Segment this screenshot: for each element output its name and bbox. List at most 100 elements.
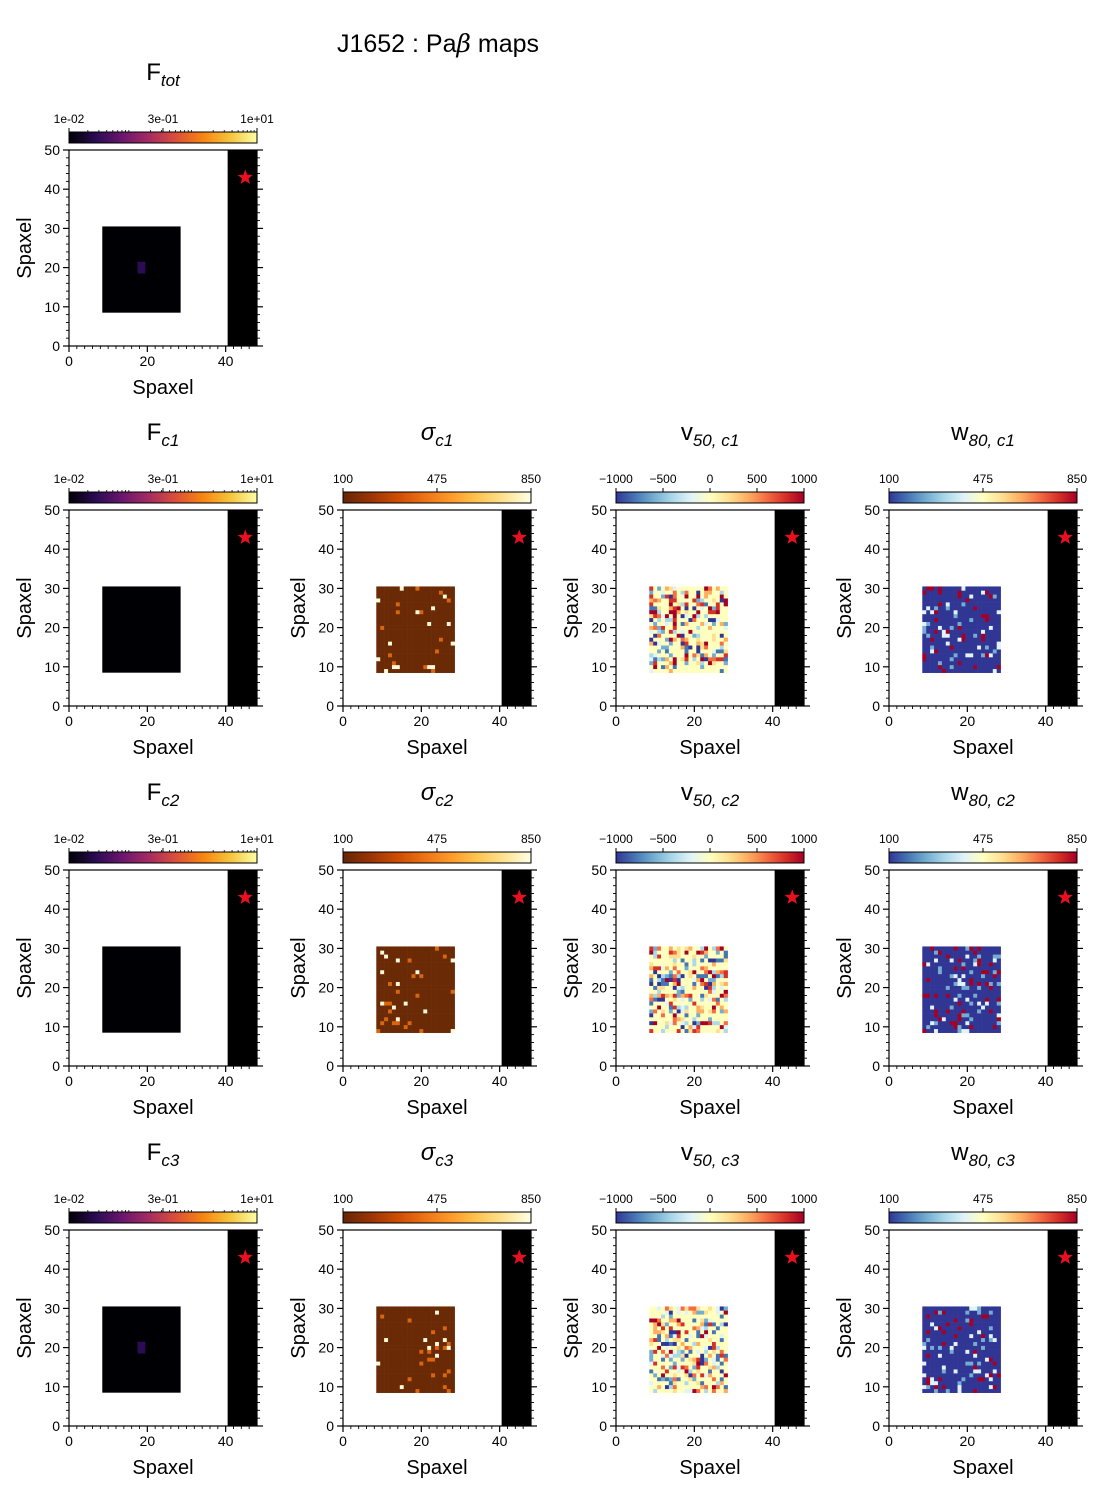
map-pixel xyxy=(969,668,974,673)
map-pixel xyxy=(676,1329,681,1335)
map-pixel xyxy=(419,594,424,599)
y-tick-label: 50 xyxy=(864,502,880,518)
map-pixel xyxy=(700,1314,705,1319)
map-pixel xyxy=(973,946,978,951)
map-pixel xyxy=(435,1009,440,1014)
map-pixel xyxy=(446,617,452,623)
map-pixel xyxy=(380,1365,385,1370)
map-pixel xyxy=(431,657,436,662)
map-pixel xyxy=(388,653,393,658)
map-pixel xyxy=(992,946,998,951)
map-pixel xyxy=(415,621,420,626)
map-pixel xyxy=(407,1322,412,1327)
map-pixel xyxy=(446,641,452,646)
panel-title: Fc3 xyxy=(147,1139,180,1170)
y-tick-label: 10 xyxy=(44,299,60,315)
map-pixel xyxy=(969,657,974,662)
map-pixel xyxy=(680,1349,685,1354)
map-pixel xyxy=(700,637,705,642)
map-pixel xyxy=(969,993,974,998)
map-pixel xyxy=(922,594,927,599)
map-pixel xyxy=(992,1009,998,1014)
map-pixel xyxy=(922,645,927,650)
map-pixel xyxy=(661,1341,666,1346)
y-tick-label: 0 xyxy=(872,1058,880,1074)
x-axis-label: Spaxel xyxy=(679,1097,740,1119)
map-pixel xyxy=(438,1310,444,1315)
map-pixel xyxy=(953,649,958,654)
map-pixel xyxy=(961,668,966,673)
map-pixel xyxy=(384,637,389,642)
map-pixel xyxy=(973,613,978,619)
map-pixel xyxy=(435,590,440,595)
map-pixel xyxy=(427,602,432,607)
map-pixel xyxy=(450,958,455,963)
map-pixel xyxy=(376,1329,381,1335)
map-pixel xyxy=(403,969,408,975)
map-pixel xyxy=(399,958,405,963)
map-pixel xyxy=(450,649,455,654)
map-pixel xyxy=(934,668,939,673)
colorbar-tick-label: 850 xyxy=(1067,472,1087,486)
map-pixel xyxy=(431,621,436,626)
map-pixel xyxy=(661,1373,666,1378)
star-marker xyxy=(237,889,253,904)
map-pixel xyxy=(376,973,381,979)
map-pixel xyxy=(984,969,990,975)
map-pixel xyxy=(384,594,389,599)
map-pixel xyxy=(696,617,701,623)
map-pixel xyxy=(664,664,670,670)
map-pixel xyxy=(957,613,962,619)
map-pixel xyxy=(984,629,990,634)
map-pixel xyxy=(391,653,397,658)
map-pixel xyxy=(708,954,713,959)
map-pixel xyxy=(442,993,448,998)
map-pixel xyxy=(930,664,935,670)
map-pixel xyxy=(672,602,678,607)
map-pixel xyxy=(435,946,440,951)
map-pixel xyxy=(446,649,452,654)
map-pixel xyxy=(431,1310,436,1315)
map-pixel xyxy=(380,1384,385,1390)
map-pixel xyxy=(937,969,943,975)
map-pixel xyxy=(949,993,954,998)
map-pixel xyxy=(450,1373,455,1378)
map-pixel xyxy=(657,1017,662,1022)
map-pixel xyxy=(688,609,693,615)
map-pixel xyxy=(965,668,970,673)
map-pixel xyxy=(692,609,697,615)
map-pixel xyxy=(431,606,436,611)
map-pixel xyxy=(945,1009,951,1014)
map-pixel xyxy=(969,1001,974,1006)
map-pixel xyxy=(711,629,717,634)
map-pixel xyxy=(953,613,958,619)
map-pixel xyxy=(415,1337,420,1343)
panel-title: v50, c1 xyxy=(681,419,739,450)
y-tick-label: 40 xyxy=(318,1261,334,1277)
map-pixel xyxy=(442,977,448,983)
map-pixel xyxy=(403,1028,408,1033)
map-pixel xyxy=(930,660,935,666)
map-pixel xyxy=(649,1024,654,1030)
map-pixel xyxy=(450,1365,455,1370)
y-tick-label: 0 xyxy=(52,698,60,714)
map-pixel xyxy=(696,1384,701,1390)
map-pixel xyxy=(981,1024,986,1030)
x-tick-label: 0 xyxy=(339,713,347,729)
map-pixel xyxy=(996,950,1001,955)
map-pixel xyxy=(419,1318,424,1323)
map-pixel xyxy=(926,989,931,994)
map-pixel xyxy=(423,625,428,630)
map-pixel xyxy=(391,1353,397,1358)
map-pixel xyxy=(708,1341,713,1346)
map-pixel xyxy=(941,653,947,658)
map-pixel xyxy=(708,1361,713,1366)
map-pixel xyxy=(715,1024,721,1030)
x-tick-label: 20 xyxy=(960,713,976,729)
map-pixel xyxy=(423,621,428,626)
map-pixel xyxy=(384,609,389,615)
map-pixel xyxy=(711,969,717,975)
map-pixel xyxy=(407,645,412,650)
map-pixel xyxy=(973,606,978,611)
map-pixel xyxy=(411,1017,416,1022)
